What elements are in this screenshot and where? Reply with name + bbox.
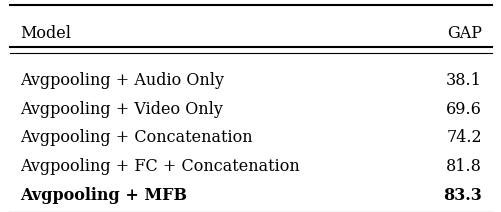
Text: Avgpooling + Audio Only: Avgpooling + Audio Only — [20, 72, 223, 89]
Text: 74.2: 74.2 — [445, 129, 481, 146]
Text: Avgpooling + FC + Concatenation: Avgpooling + FC + Concatenation — [20, 158, 299, 175]
Text: Model: Model — [20, 25, 71, 42]
Text: 38.1: 38.1 — [445, 72, 481, 89]
Text: Avgpooling + MFB: Avgpooling + MFB — [20, 187, 187, 204]
Text: 83.3: 83.3 — [442, 187, 481, 204]
Text: 69.6: 69.6 — [445, 101, 481, 118]
Text: 81.8: 81.8 — [445, 158, 481, 175]
Text: Avgpooling + Concatenation: Avgpooling + Concatenation — [20, 129, 252, 146]
Text: Avgpooling + Video Only: Avgpooling + Video Only — [20, 101, 222, 118]
Text: GAP: GAP — [446, 25, 481, 42]
